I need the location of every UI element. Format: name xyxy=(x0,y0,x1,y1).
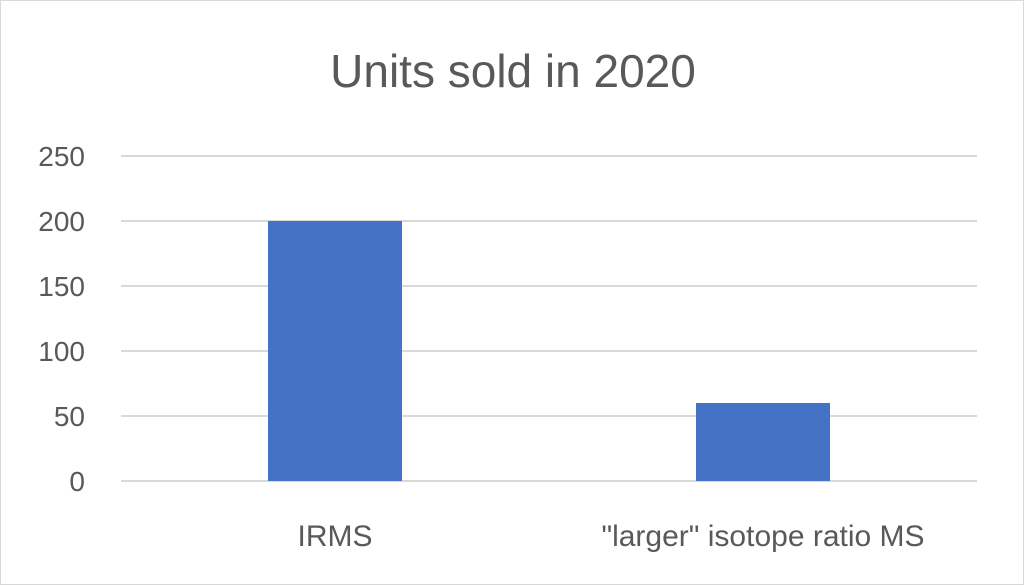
y-tick-label: 200 xyxy=(38,206,85,237)
bar-1 xyxy=(696,403,830,481)
x-category-label: "larger" isotope ratio MS xyxy=(601,520,924,553)
gridlines xyxy=(121,155,977,482)
bar-0 xyxy=(268,221,402,481)
x-axis-categories: IRMS "larger" isotope ratio MS xyxy=(298,520,925,553)
y-tick-label: 100 xyxy=(38,336,85,367)
y-tick-label: 250 xyxy=(38,141,85,172)
bars xyxy=(268,221,830,481)
y-axis-ticks: 0 50 100 150 200 250 xyxy=(38,141,85,497)
chart-title: Units sold in 2020 xyxy=(330,45,696,97)
x-category-label: IRMS xyxy=(298,520,373,553)
y-tick-label: 0 xyxy=(69,466,85,497)
y-tick-label: 150 xyxy=(38,271,85,302)
y-tick-label: 50 xyxy=(54,401,85,432)
